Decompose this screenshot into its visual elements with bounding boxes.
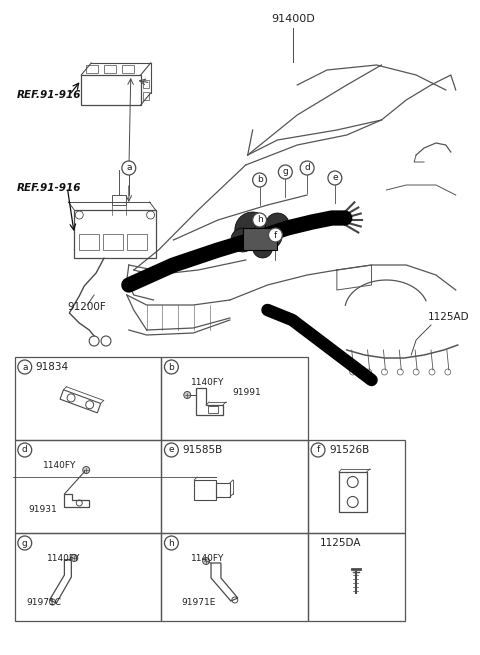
Text: 1140FY: 1140FY (47, 554, 80, 563)
Text: 1140FY: 1140FY (191, 554, 225, 563)
Text: f: f (274, 231, 277, 240)
Bar (339, 472, 367, 512)
Text: 91931: 91931 (29, 505, 58, 514)
Text: 1140FY: 1140FY (191, 378, 225, 387)
Bar (243, 228, 277, 250)
Text: REF.91-916: REF.91-916 (17, 183, 81, 193)
Text: 91991: 91991 (233, 388, 262, 397)
Bar (122, 65, 134, 73)
Text: a: a (126, 164, 132, 172)
Text: 1125AD: 1125AD (428, 312, 469, 322)
Text: f: f (316, 445, 320, 455)
Bar (208, 406, 218, 413)
Text: b: b (257, 176, 263, 185)
Text: g: g (282, 168, 288, 176)
Text: 91400D: 91400D (271, 14, 315, 24)
Text: 1125DA: 1125DA (320, 538, 361, 548)
Bar (79, 234, 99, 250)
Text: 91971E: 91971E (181, 598, 216, 607)
Circle shape (265, 213, 289, 237)
Circle shape (231, 228, 254, 252)
Text: e: e (332, 174, 338, 183)
Circle shape (165, 536, 179, 550)
Circle shape (252, 220, 282, 250)
Text: g: g (22, 538, 28, 548)
Circle shape (300, 161, 314, 175)
Text: a: a (22, 362, 27, 371)
Bar (15, 357, 161, 440)
Text: h: h (168, 538, 174, 548)
Bar (81, 75, 141, 105)
Bar (161, 440, 308, 533)
Text: 91526B: 91526B (329, 445, 369, 455)
Circle shape (122, 161, 136, 175)
Text: 91200F: 91200F (68, 302, 107, 312)
Bar (127, 234, 146, 250)
Bar (104, 65, 116, 73)
Bar (143, 92, 149, 100)
Bar (194, 480, 216, 500)
Text: h: h (257, 215, 263, 225)
Circle shape (165, 443, 179, 457)
Circle shape (71, 555, 78, 561)
Bar (74, 210, 156, 258)
Text: 91971C: 91971C (27, 598, 62, 607)
Text: 1140FY: 1140FY (43, 461, 76, 470)
Circle shape (83, 466, 90, 474)
Circle shape (18, 536, 32, 550)
Circle shape (252, 213, 266, 227)
Circle shape (235, 212, 271, 248)
Text: REF.91-916: REF.91-916 (17, 90, 81, 100)
Bar (161, 357, 308, 440)
Text: 91834: 91834 (36, 362, 69, 372)
Bar (103, 234, 123, 250)
Bar (86, 65, 98, 73)
Bar (161, 533, 308, 621)
Circle shape (311, 443, 325, 457)
Bar (308, 533, 405, 621)
Text: e: e (168, 445, 174, 455)
Circle shape (252, 238, 273, 258)
Bar (15, 440, 161, 533)
Bar (143, 80, 149, 88)
Text: d: d (304, 164, 310, 172)
Circle shape (278, 165, 292, 179)
Bar (112, 195, 126, 205)
Circle shape (328, 171, 342, 185)
Text: d: d (22, 445, 28, 455)
Circle shape (203, 557, 210, 565)
Bar (216, 483, 230, 497)
Text: b: b (168, 362, 174, 371)
Circle shape (184, 392, 191, 398)
Circle shape (18, 443, 32, 457)
Circle shape (165, 360, 179, 374)
Circle shape (252, 173, 266, 187)
Bar (308, 440, 405, 533)
Bar (15, 533, 161, 621)
Circle shape (18, 360, 32, 374)
Text: 91585B: 91585B (182, 445, 223, 455)
Circle shape (268, 228, 282, 242)
